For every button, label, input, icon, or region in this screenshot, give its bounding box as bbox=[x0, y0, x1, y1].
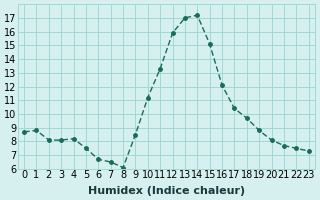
X-axis label: Humidex (Indice chaleur): Humidex (Indice chaleur) bbox=[88, 186, 245, 196]
